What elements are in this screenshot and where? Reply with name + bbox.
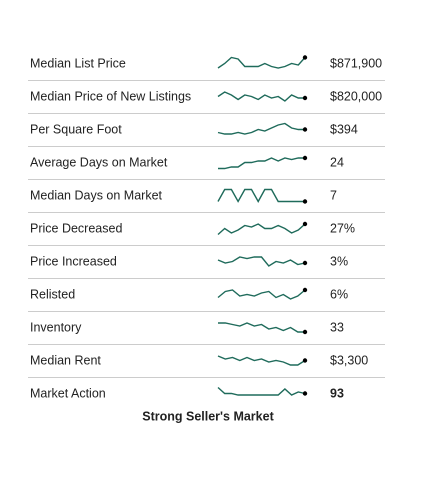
row-value: $820,000 bbox=[330, 89, 382, 103]
sparkline-end bbox=[302, 391, 308, 396]
sparkline bbox=[217, 188, 305, 203]
row-value: 33 bbox=[330, 320, 344, 334]
row-label: Inventory bbox=[30, 320, 82, 334]
row-label: Median Days on Market bbox=[30, 188, 163, 202]
sparkline-end bbox=[302, 329, 308, 335]
sparkline bbox=[217, 56, 306, 69]
sparkline-end bbox=[302, 287, 308, 293]
sparkline bbox=[217, 386, 306, 396]
sparkline-end bbox=[302, 260, 308, 266]
sparkline bbox=[217, 91, 305, 102]
sparkline bbox=[218, 157, 305, 170]
sparkline-end bbox=[302, 95, 308, 101]
sparkline bbox=[217, 289, 306, 300]
sparkline bbox=[217, 122, 305, 135]
row-value: $871,900 bbox=[330, 56, 382, 70]
row-label: Average Days on Market bbox=[30, 155, 168, 169]
row-value: 6% bbox=[330, 287, 348, 301]
row-label: Median Rent bbox=[30, 353, 101, 367]
sparkline-end bbox=[302, 199, 308, 204]
row-label: Median List Price bbox=[30, 56, 126, 70]
sparkline bbox=[218, 322, 305, 333]
row-value: 7 bbox=[330, 188, 337, 202]
row-label: Price Decreased bbox=[30, 221, 122, 235]
row-value: 93 bbox=[330, 386, 344, 400]
sparkline-end bbox=[302, 55, 308, 60]
row-value: $394 bbox=[330, 122, 358, 136]
row-value: 3% bbox=[330, 254, 348, 268]
sparkline-end bbox=[302, 221, 308, 227]
row-value: 27% bbox=[330, 221, 355, 235]
sparkline-end bbox=[302, 127, 308, 132]
row-label: Per Square Foot bbox=[30, 122, 122, 136]
row-label: Relisted bbox=[30, 287, 75, 301]
sparkline-end bbox=[302, 358, 308, 363]
row-label: Median Price of New Listings bbox=[30, 89, 191, 103]
footer: Strong Seller's Market bbox=[142, 409, 274, 423]
row-label: Price Increased bbox=[30, 254, 117, 268]
sparkline bbox=[217, 355, 306, 366]
row-label: Market Action bbox=[30, 386, 106, 400]
sparkline-end bbox=[302, 155, 308, 161]
sparkline bbox=[217, 223, 306, 236]
row-value: $3,300 bbox=[330, 353, 368, 367]
sparkline bbox=[217, 256, 306, 267]
row-value: 24 bbox=[330, 155, 344, 169]
